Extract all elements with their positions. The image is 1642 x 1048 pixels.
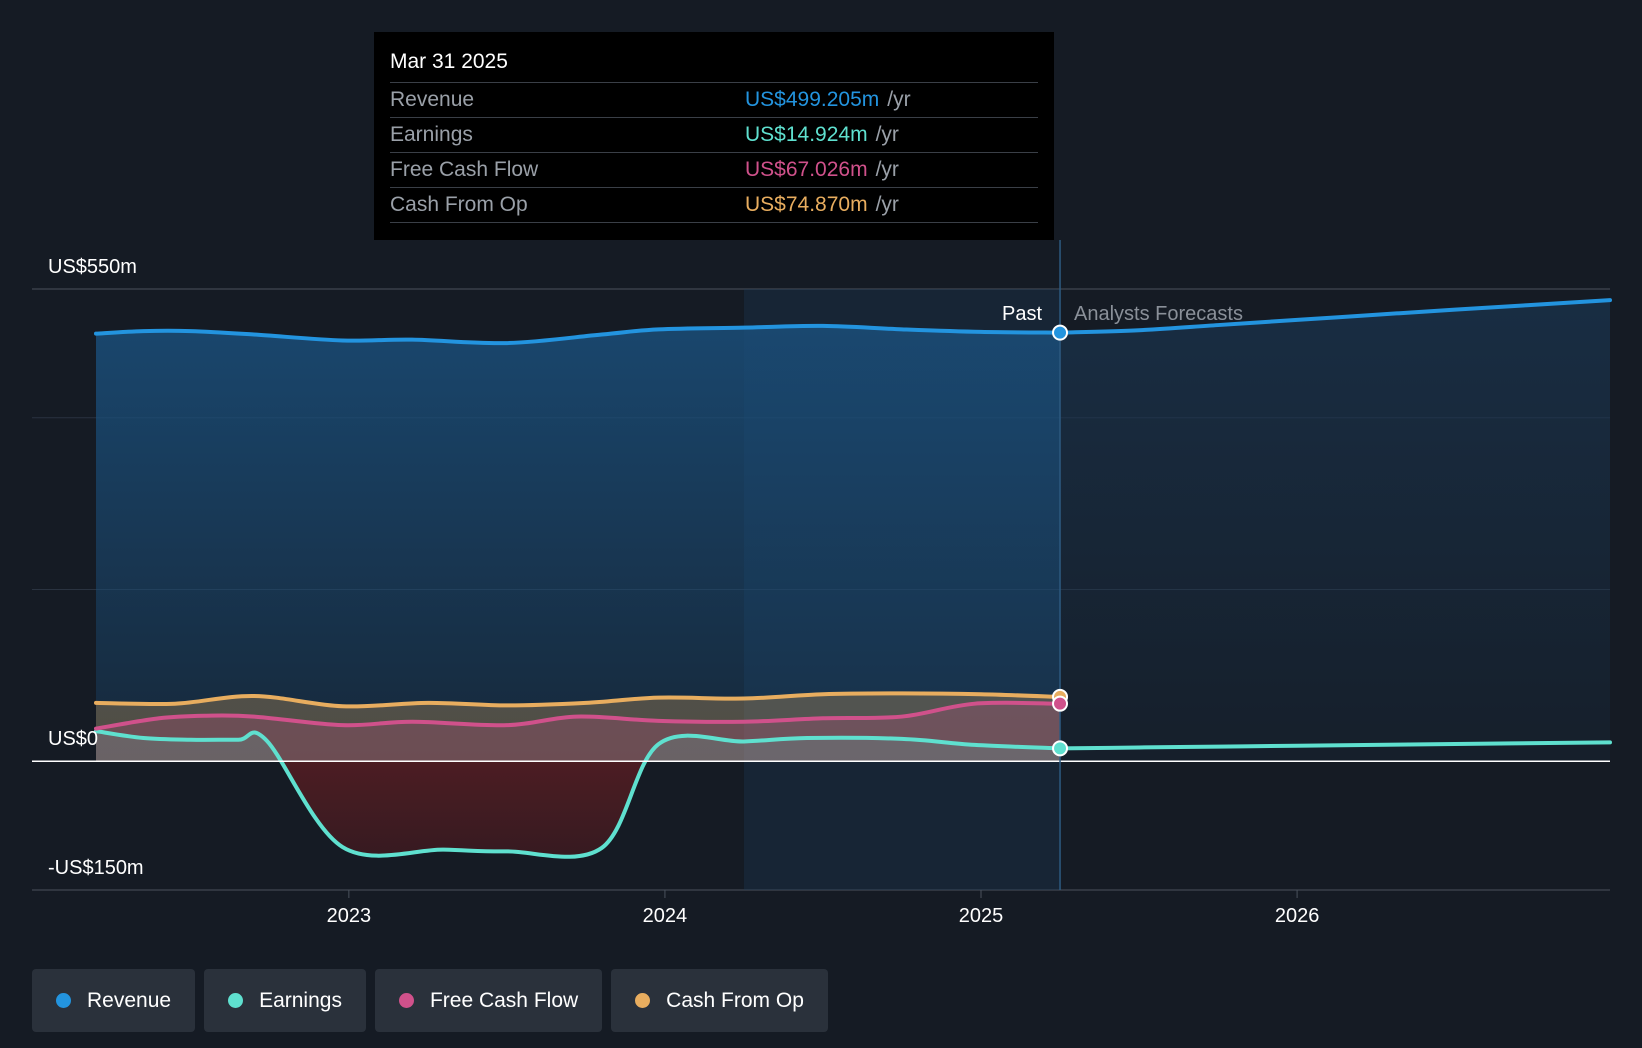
cash-from-op-area [96,693,1061,762]
legend-item-earnings[interactable]: Earnings [204,969,366,1032]
forecast-label: Analysts Forecasts [1074,303,1243,325]
tooltip-row-revenue: Revenue US$499.205m /yr [390,83,1038,118]
earnings-line [94,729,1063,859]
tooltip: Mar 31 2025 Revenue US$499.205m /yr Earn… [374,32,1054,240]
past-label: Past [1002,303,1042,325]
tooltip-label: Free Cash Flow [390,158,539,181]
tooltip-row-earnings: Earnings US$14.924m /yr [390,118,1038,153]
free-cash-flow-dot [1052,695,1069,712]
legend-item-revenue[interactable]: Revenue [32,969,196,1032]
free-cash-flow-line [94,700,1063,731]
hover-dots [1052,324,1069,757]
tooltip-unit: /yr [887,88,911,111]
series-lines [94,298,1612,859]
revenue-area [96,325,1061,762]
legend-dot-icon [398,993,414,1008]
revenue-forecast-line [1058,298,1612,335]
tooltip-value: US$499.205m [745,88,880,111]
legend-label: Revenue [87,988,172,1012]
tooltip-value: US$14.924m [745,123,868,146]
series-areas [96,300,1610,857]
earnings-forecast-line [1058,740,1612,751]
legend-dot-icon [56,993,71,1008]
tooltip-unit: /yr [875,123,899,146]
tooltip-row-free-cash-flow: Free Cash Flow US$67.026m /yr [390,153,1038,188]
revenue-dot [1052,324,1069,341]
earnings-negative-area [281,761,646,857]
revenue-line [94,323,1063,346]
tooltip-row-cash-from-op: Cash From Op US$74.870m /yr [390,188,1038,223]
y-axis-zero-label: US$0 [48,728,98,750]
tooltip-value: US$67.026m [745,158,868,181]
tooltip-unit: /yr [875,158,899,181]
legend-dot-icon [228,993,244,1008]
cash-from-op-line [94,691,1063,709]
tooltip-label: Cash From Op [390,193,528,216]
legend-label: Cash From Op [666,988,804,1012]
y-axis-top-label: US$550m [48,256,137,278]
revenue-forecast-area [1060,300,1610,762]
free-cash-flow-area [96,702,1061,762]
legend-label: Free Cash Flow [429,988,579,1012]
tooltip-unit: /yr [875,193,899,216]
legend: Revenue Earnings Free Cash Flow Cash Fro… [32,969,828,1032]
x-axis: 2023 2024 2025 2026 [327,890,1320,927]
x-tick-label: 2024 [643,905,688,927]
tooltip-label: Earnings [390,123,473,146]
tooltip-label: Revenue [390,88,475,111]
y-axis-bottom-label: -US$150m [48,857,144,879]
earnings-dot [1052,740,1069,757]
tooltip-date: Mar 31 2025 [390,46,1038,83]
legend-label: Earnings [259,988,342,1012]
x-tick-label: 2026 [1275,905,1320,927]
legend-item-cash-from-op[interactable]: Cash From Op [611,969,828,1032]
x-tick-label: 2025 [959,905,1004,927]
legend-item-free-cash-flow[interactable]: Free Cash Flow [374,969,603,1032]
tooltip-value: US$74.870m [745,193,868,216]
legend-dot-icon [635,993,651,1008]
x-tick-label: 2023 [327,905,372,927]
